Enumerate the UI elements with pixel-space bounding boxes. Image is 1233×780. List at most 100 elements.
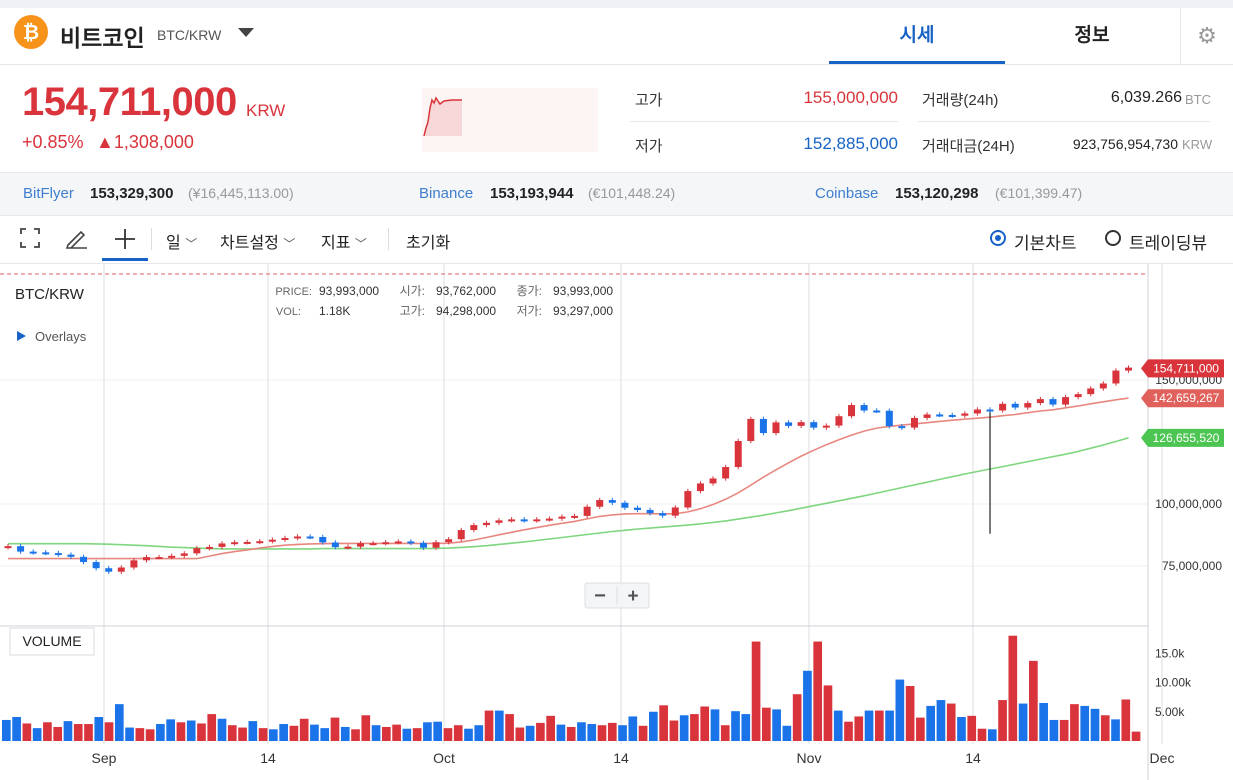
candle-body: [759, 418, 767, 434]
candle-body: [810, 422, 818, 428]
volume-bar: [803, 670, 812, 741]
exchange-price: 153,193,944: [490, 185, 574, 202]
basic-chart-label[interactable]: 기본차트: [1014, 234, 1077, 253]
candle-body: [457, 530, 465, 540]
candle-body: [898, 426, 906, 429]
volume-bar: [957, 717, 966, 741]
volume-bar: [597, 725, 607, 741]
volume-bar: [587, 724, 597, 741]
chevron-down-icon: ﹀: [283, 237, 296, 251]
candle-body: [621, 502, 629, 508]
tradingview-label[interactable]: 트레이딩뷰: [1129, 234, 1208, 253]
candle-body: [659, 513, 667, 516]
candle-body: [17, 546, 25, 552]
period-dropdown[interactable]: 일 ﹀: [166, 229, 197, 253]
candle-body: [671, 507, 679, 516]
candle-body: [419, 542, 427, 548]
price-tag: [1141, 359, 1224, 378]
fullscreen-icon[interactable]: [20, 228, 40, 248]
zoom-out-button[interactable]: −: [594, 585, 606, 607]
volume24-value: 6,039.266: [1110, 89, 1182, 106]
candle-body: [583, 506, 591, 516]
chart-settings-dropdown[interactable]: 차트설정 ﹀: [220, 229, 295, 253]
volume-bar: [361, 715, 371, 741]
vol-value: 1.18K: [319, 304, 350, 318]
candle-body: [482, 522, 490, 526]
candle-body: [1049, 399, 1057, 405]
volume-bar: [864, 710, 874, 741]
candle-body: [470, 525, 478, 531]
candle-body: [973, 409, 981, 414]
tradingview-radio[interactable]: [1105, 230, 1121, 246]
candle-body: [1112, 370, 1120, 384]
period-label: 일: [166, 235, 181, 252]
candle-body: [218, 543, 226, 547]
volume-bar: [874, 710, 884, 741]
candle-body: [634, 507, 641, 510]
pencil-icon[interactable]: [65, 227, 89, 249]
volume-bar: [731, 711, 740, 741]
candle-body: [231, 542, 239, 545]
candle-body: [910, 417, 918, 428]
crosshair-button[interactable]: [102, 220, 148, 261]
candle-body: [734, 441, 742, 468]
overlays-toggle[interactable]: Overlays: [35, 329, 87, 344]
exchange-name[interactable]: BitFlyer: [23, 185, 74, 202]
candle-body: [92, 562, 100, 569]
volume-bar: [690, 714, 699, 741]
price-label: PRICE:: [275, 286, 312, 298]
amount24-unit: KRW: [1182, 137, 1213, 152]
price-tag: [1141, 389, 1224, 408]
chevron-down-icon[interactable]: [238, 28, 254, 37]
candle-body: [923, 414, 931, 418]
high-label: 고가:: [400, 304, 425, 318]
volume-bar: [53, 726, 63, 741]
triangle-right-icon[interactable]: [17, 331, 26, 341]
candle-body: [785, 422, 793, 426]
candle-body: [873, 410, 881, 413]
ma-short-line: [8, 397, 1129, 560]
basic-chart-radio[interactable]: [990, 230, 1006, 246]
candle-body: [344, 546, 352, 549]
coin-pair[interactable]: BTC/KRW: [157, 27, 222, 43]
candle-body: [29, 551, 37, 554]
zoom-in-button[interactable]: +: [627, 586, 638, 607]
coin-name[interactable]: 비트코인: [60, 25, 145, 51]
price-tag-label: 142,659,267: [1153, 391, 1220, 405]
volume-bar: [628, 716, 638, 741]
volume-bar: [679, 715, 689, 741]
volume-bar: [453, 725, 463, 741]
tab-quotes[interactable]: 시세: [829, 8, 1005, 64]
x-axis: Sep14Oct14Nov14Dec14: [92, 750, 1175, 766]
chart-toolbar: [0, 215, 1233, 264]
mini-chart-area: [424, 98, 462, 136]
exchange-name[interactable]: Coinbase: [815, 185, 879, 202]
tab-info[interactable]: 정보: [1074, 25, 1110, 46]
candle-body: [646, 509, 654, 514]
indicators-dropdown[interactable]: 지표 ﹀: [321, 229, 367, 253]
volume-bar: [792, 694, 802, 741]
mini-chart-svg: [423, 96, 462, 137]
x-tick-label: Dec: [1150, 750, 1175, 766]
candle-body: [1062, 397, 1070, 405]
volume-bar: [474, 725, 484, 741]
volume-bar: [104, 722, 114, 741]
candle-body: [142, 557, 150, 561]
low-label: 저가: [635, 138, 663, 155]
volume-bar: [556, 724, 566, 741]
exchange-name[interactable]: Binance: [419, 185, 474, 202]
candle-body: [747, 418, 755, 442]
gear-icon[interactable]: ⚙: [1180, 8, 1233, 64]
volume-bar: [166, 719, 175, 741]
reset-button[interactable]: 초기화: [406, 235, 451, 252]
candle-body: [407, 541, 415, 544]
volume-bar: [114, 704, 124, 741]
toolbar-separator: [388, 228, 389, 250]
volume-bar: [1100, 715, 1110, 741]
volume-bar: [176, 722, 186, 741]
volume-bar: [330, 717, 340, 741]
candles: [4, 365, 1133, 574]
exchange-converted: (€101,399.47): [995, 185, 1083, 201]
candle-body: [445, 539, 453, 543]
